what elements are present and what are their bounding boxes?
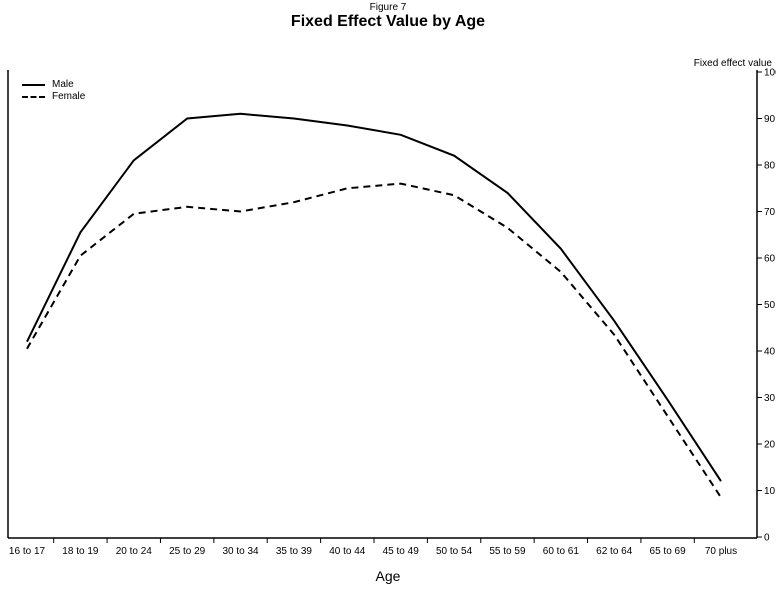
data-series	[26, 112, 722, 499]
x-tick-label: 35 to 39	[276, 546, 313, 557]
x-tick-label: 45 to 49	[383, 546, 420, 557]
x-tick-label: 70 plus	[705, 546, 737, 557]
y-tick-label: 80	[764, 161, 776, 172]
x-tick-label: 30 to 34	[222, 546, 259, 557]
y-tick-label: 0	[764, 533, 770, 544]
y-tick-label: 20	[764, 440, 776, 451]
x-axis-title: Age	[375, 568, 401, 584]
x-tick-label: 60 to 61	[543, 546, 580, 557]
male-line-sample-icon	[22, 84, 45, 86]
y-tick-label: 50	[764, 300, 776, 311]
y-tick-label: 10	[764, 486, 776, 497]
legend-item-male: Male	[22, 79, 85, 91]
y-tick-label: 90	[764, 114, 776, 125]
x-tick-label: 55 to 59	[489, 546, 526, 557]
chart-title: Fixed Effect Value by Age	[290, 13, 486, 30]
y-tick-label: 100	[764, 68, 776, 79]
x-tick-label: 20 to 24	[116, 546, 153, 557]
x-tick-label: 40 to 44	[329, 546, 366, 557]
axes	[7, 70, 758, 539]
y-tick-label: 70	[764, 207, 776, 218]
y-tick-label: 60	[764, 254, 776, 265]
figure-number-label: Figure 7	[369, 2, 407, 13]
x-tick-label: 25 to 29	[169, 546, 206, 557]
female-line-sample-icon	[22, 96, 45, 98]
legend: Male Female	[22, 79, 85, 103]
x-tick-label: 18 to 19	[62, 546, 99, 557]
x-tick-label: 50 to 54	[436, 546, 473, 557]
x-tick-label: 62 to 64	[596, 546, 633, 557]
male-line	[26, 112, 722, 482]
legend-label-female: Female	[52, 91, 86, 102]
female-line	[26, 182, 722, 499]
x-axis-ticks: 16 to 17 18 to 19 20 to 24 25 to 29 30 to 34…	[9, 538, 737, 557]
legend-item-female: Female	[22, 91, 85, 103]
x-tick-label: 65 to 69	[650, 546, 687, 557]
y-axis-title: Fixed effect value	[693, 58, 772, 69]
x-tick-label: 16 to 17	[9, 546, 46, 557]
y-tick-label: 40	[764, 347, 776, 358]
y-axis-ticks: 0 10 20 30 40 50 60 70 80 90 100	[757, 68, 776, 544]
y-tick-label: 30	[764, 393, 776, 404]
legend-label-male: Male	[52, 79, 74, 90]
